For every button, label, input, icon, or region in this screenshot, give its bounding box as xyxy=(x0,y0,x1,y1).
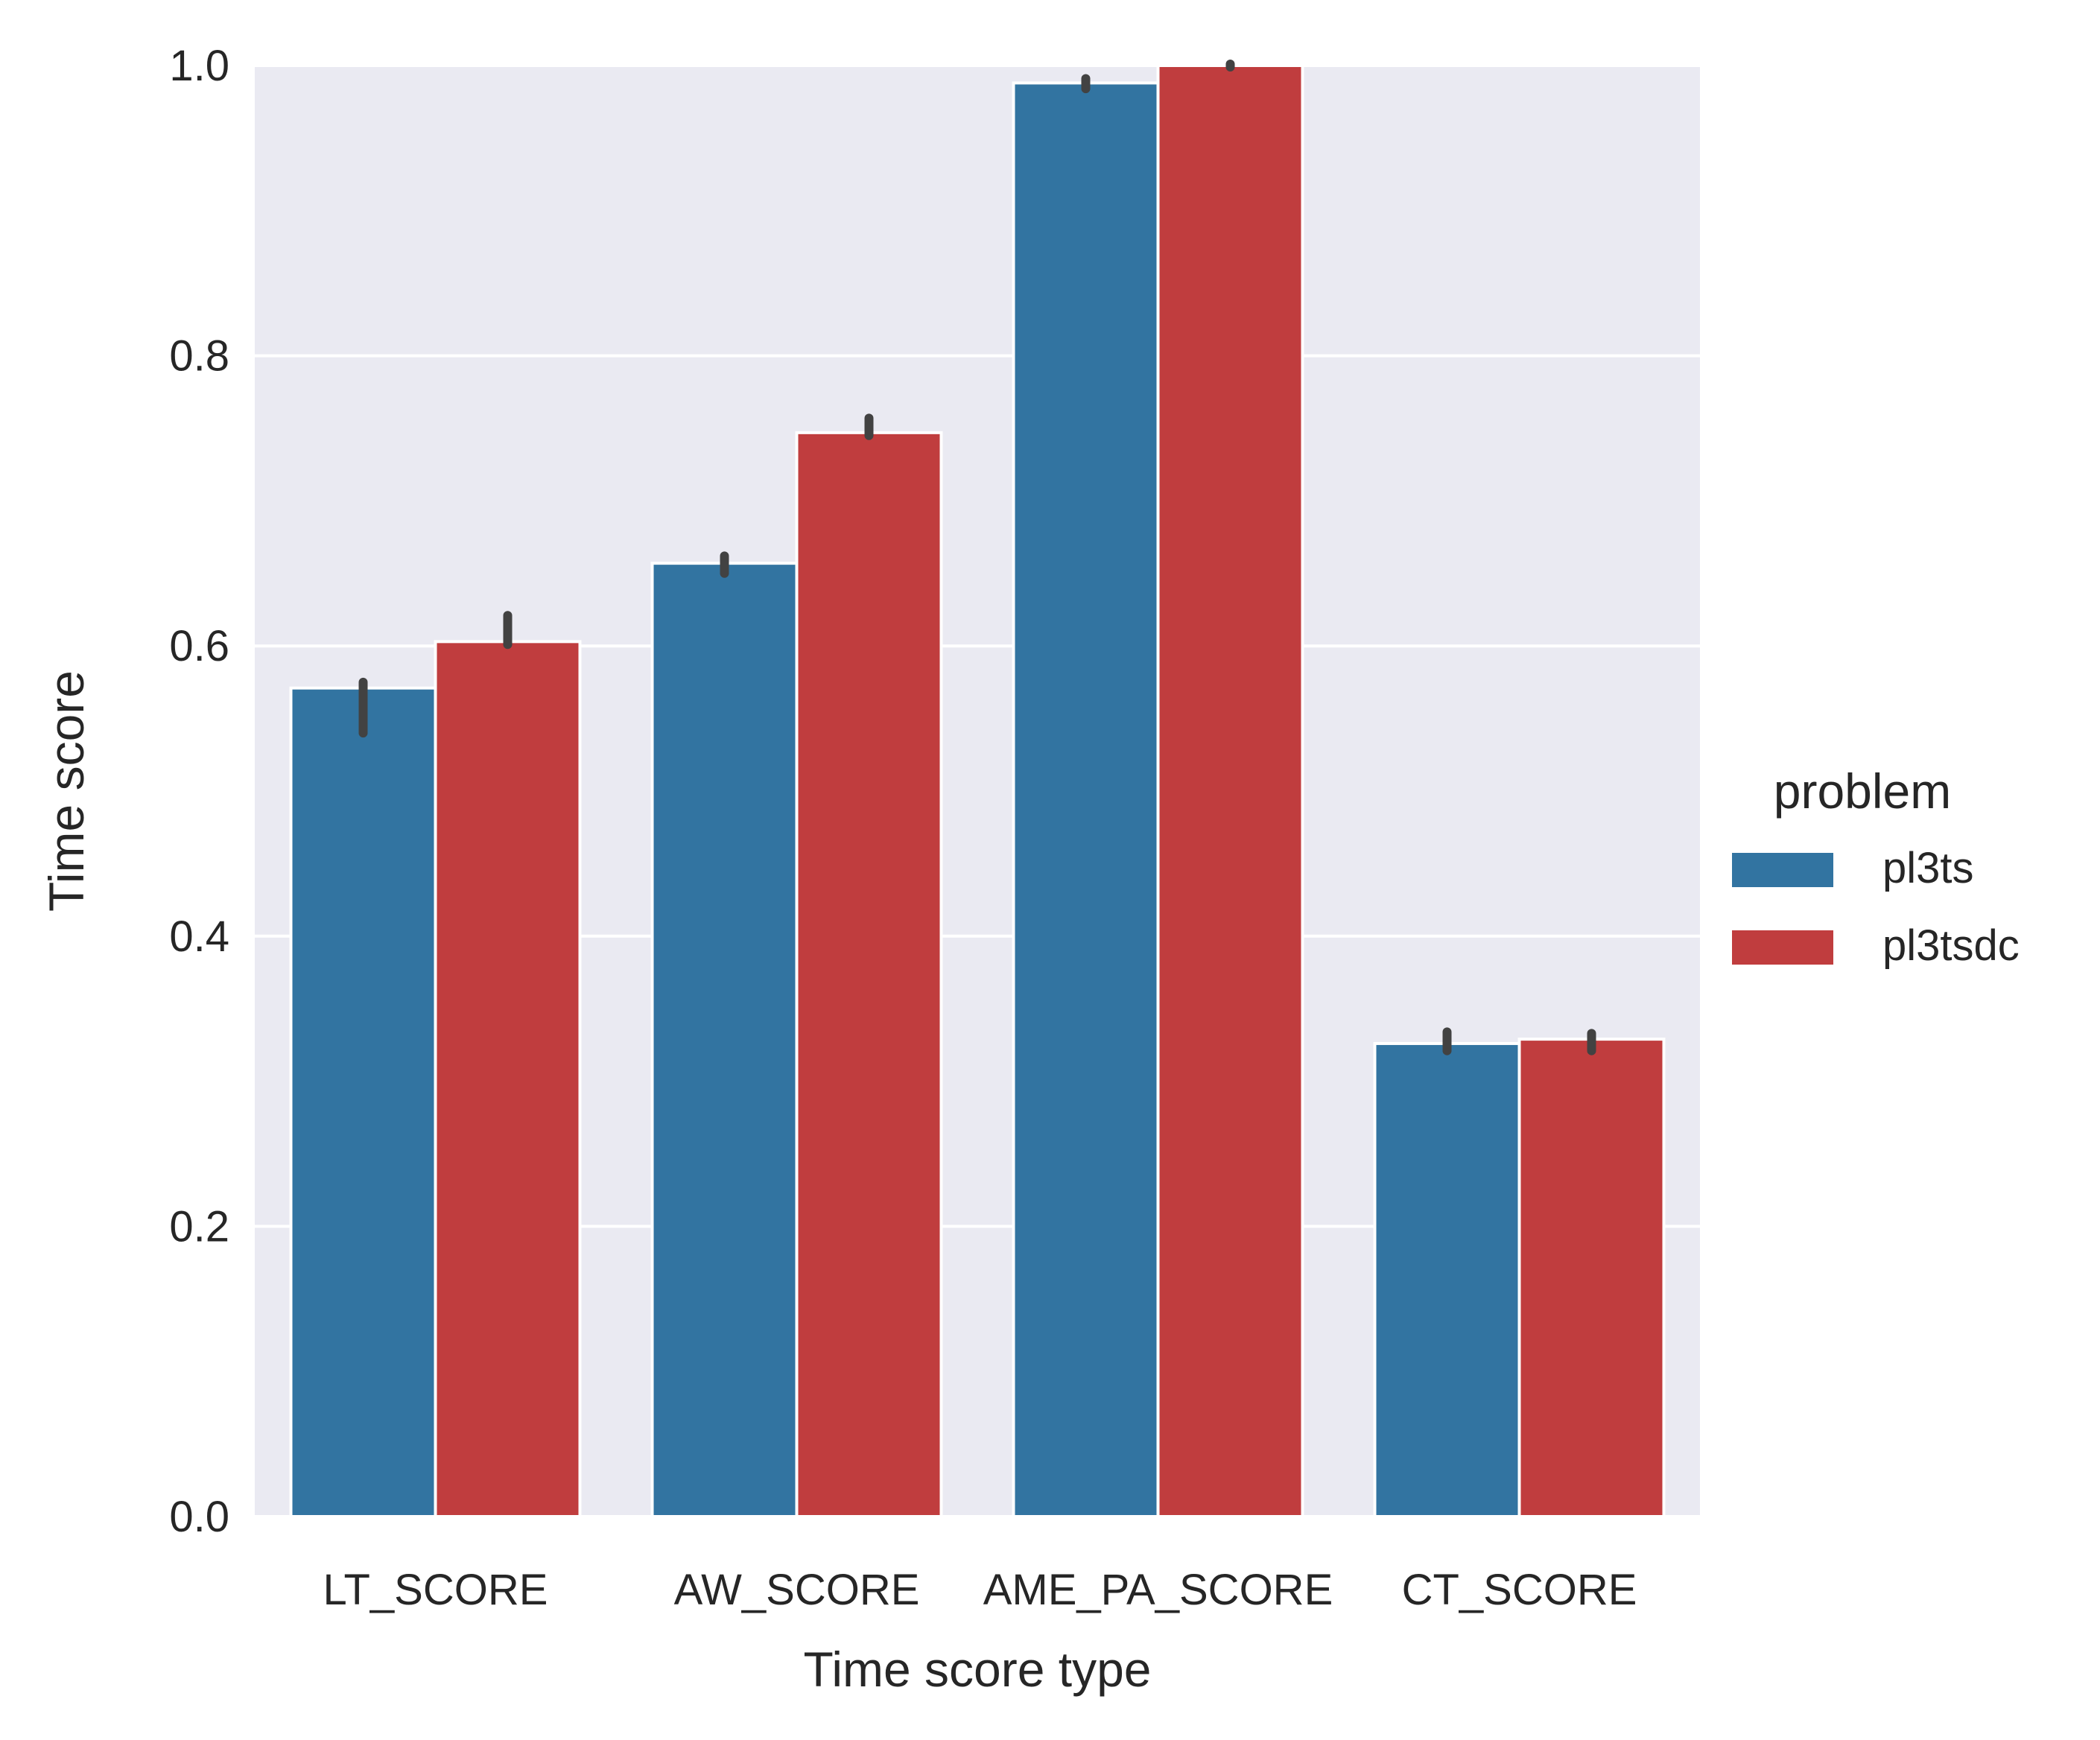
legend-label-pl3tsdc: pl3tsdc xyxy=(1882,921,2020,970)
legend-label-pl3ts: pl3ts xyxy=(1882,844,1974,892)
bar-pl3tsdc-aw_score xyxy=(795,431,943,1518)
bar-pl3tsdc-ct_score xyxy=(1517,1038,1666,1519)
bar-pl3ts-ct_score xyxy=(1373,1041,1521,1518)
y-tick-label: 0.8 xyxy=(169,332,229,381)
bar-pl3tsdc-ame_pa_score xyxy=(1156,64,1304,1518)
x-axis-label: Time score type xyxy=(803,1642,1151,1697)
y-tick-label: 0.4 xyxy=(169,912,229,961)
x-axis-ticks: LT_SCORE AW_SCORE AME_PA_SCORE CT_SCORE xyxy=(323,1566,1637,1614)
legend: problem pl3ts pl3tsdc xyxy=(1732,763,2020,970)
y-tick-label: 0.6 xyxy=(169,622,229,670)
legend-swatch-pl3tsdc xyxy=(1732,930,1833,965)
y-tick-label: 0.2 xyxy=(169,1202,229,1251)
x-tick-label: AME_PA_SCORE xyxy=(983,1566,1333,1614)
y-tick-label: 0.0 xyxy=(169,1493,229,1541)
bar-pl3ts-aw_score xyxy=(650,562,799,1519)
x-tick-label: AW_SCORE xyxy=(674,1566,920,1614)
bar-pl3ts-lt_score xyxy=(289,686,437,1518)
y-axis-label: Time score xyxy=(39,670,94,912)
bar-pl3tsdc-lt_score xyxy=(434,640,582,1519)
x-tick-label: LT_SCORE xyxy=(323,1566,548,1614)
y-tick-label: 1.0 xyxy=(169,42,229,90)
error-bars xyxy=(358,60,1596,1055)
legend-title: problem xyxy=(1774,763,1951,819)
bar-pl3ts-ame_pa_score xyxy=(1012,81,1160,1519)
y-axis-ticks: 0.0 0.2 0.4 0.6 0.8 1.0 xyxy=(169,42,229,1541)
bars xyxy=(289,64,1666,1519)
legend-swatch-pl3ts xyxy=(1732,853,1833,887)
x-tick-label: CT_SCORE xyxy=(1402,1566,1637,1614)
